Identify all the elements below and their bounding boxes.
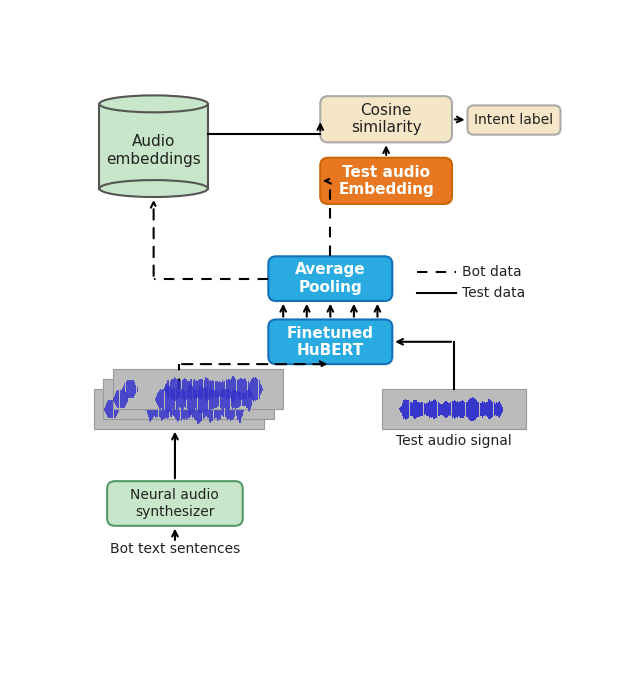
- Text: Cosine
similarity: Cosine similarity: [351, 103, 421, 135]
- Bar: [94, 389, 264, 429]
- Text: Bot text sentences: Bot text sentences: [110, 542, 240, 556]
- Text: Audio
embeddings: Audio embeddings: [106, 134, 201, 167]
- Bar: [99, 104, 208, 188]
- Bar: [113, 369, 283, 409]
- Bar: [382, 389, 525, 429]
- Text: Test audio
Embedding: Test audio Embedding: [339, 165, 434, 197]
- Text: Neural audio
synthesizer: Neural audio synthesizer: [131, 489, 220, 519]
- FancyBboxPatch shape: [268, 256, 392, 301]
- FancyBboxPatch shape: [268, 320, 392, 364]
- Text: Average
Pooling: Average Pooling: [295, 262, 365, 295]
- Text: Test audio signal: Test audio signal: [396, 434, 512, 448]
- Text: Finetuned
HuBERT: Finetuned HuBERT: [287, 326, 374, 358]
- Ellipse shape: [99, 180, 208, 197]
- FancyBboxPatch shape: [320, 96, 452, 143]
- Ellipse shape: [99, 96, 208, 112]
- Text: Intent label: Intent label: [474, 113, 554, 127]
- Text: Test data: Test data: [462, 286, 525, 300]
- FancyBboxPatch shape: [320, 157, 452, 204]
- Bar: [103, 379, 274, 419]
- FancyBboxPatch shape: [107, 481, 243, 526]
- Text: Bot data: Bot data: [462, 264, 522, 279]
- FancyBboxPatch shape: [467, 106, 561, 135]
